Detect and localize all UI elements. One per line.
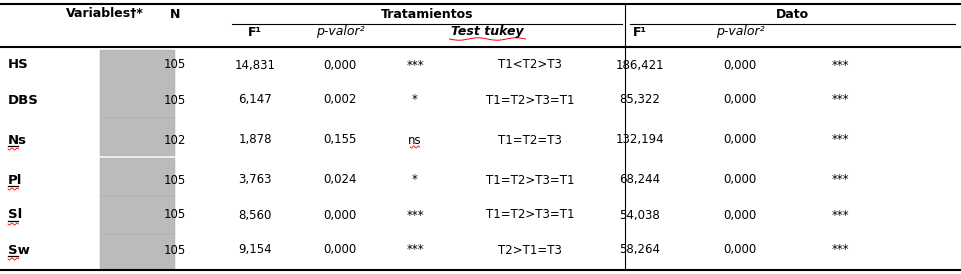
Text: HS: HS <box>8 59 29 72</box>
Text: T1=T2>T3=T1: T1=T2>T3=T1 <box>485 173 575 187</box>
Text: 0,000: 0,000 <box>724 133 756 147</box>
Text: 9,154: 9,154 <box>238 244 272 256</box>
Text: 186,421: 186,421 <box>616 59 664 72</box>
Text: 1,878: 1,878 <box>238 133 272 147</box>
Text: 54,038: 54,038 <box>620 209 660 221</box>
Text: ns: ns <box>408 133 422 147</box>
Text: ***: *** <box>831 93 849 107</box>
Text: Dato: Dato <box>776 7 809 21</box>
Text: p-valor²: p-valor² <box>315 25 364 39</box>
Text: 0,002: 0,002 <box>323 93 357 107</box>
Bar <box>100 196 175 234</box>
Text: 0,000: 0,000 <box>724 93 756 107</box>
Bar <box>100 50 175 118</box>
Text: T1=T2=T3: T1=T2=T3 <box>498 133 562 147</box>
Bar <box>100 118 175 156</box>
Text: 58,264: 58,264 <box>620 244 660 256</box>
Text: ***: *** <box>831 133 849 147</box>
Text: Sw: Sw <box>8 244 30 256</box>
Text: Sl: Sl <box>8 209 22 221</box>
Text: Test tukey: Test tukey <box>451 25 524 39</box>
Text: 85,322: 85,322 <box>620 93 660 107</box>
Text: p-valor²: p-valor² <box>716 25 764 39</box>
Text: 6,147: 6,147 <box>238 93 272 107</box>
Text: *: * <box>412 173 418 187</box>
Text: 8,560: 8,560 <box>238 209 272 221</box>
Text: 0,024: 0,024 <box>323 173 357 187</box>
Text: ***: *** <box>831 59 849 72</box>
Text: Ns: Ns <box>8 133 27 147</box>
Text: ***: *** <box>831 244 849 256</box>
Text: *: * <box>412 93 418 107</box>
Text: 0,000: 0,000 <box>724 59 756 72</box>
Text: F¹: F¹ <box>633 25 647 39</box>
Text: 102: 102 <box>163 133 186 147</box>
Text: 14,831: 14,831 <box>234 59 276 72</box>
Text: ***: *** <box>407 59 424 72</box>
Text: 0,000: 0,000 <box>724 209 756 221</box>
Text: Variables†*: Variables†* <box>66 7 144 21</box>
Text: 0,000: 0,000 <box>724 173 756 187</box>
Text: N: N <box>170 7 181 21</box>
Text: 0,000: 0,000 <box>724 244 756 256</box>
Text: ***: *** <box>831 173 849 187</box>
Bar <box>100 158 175 196</box>
Text: 105: 105 <box>164 59 186 72</box>
Text: 105: 105 <box>164 244 186 256</box>
Text: Pl: Pl <box>8 173 22 187</box>
Text: ***: *** <box>407 244 424 256</box>
Text: 68,244: 68,244 <box>620 173 660 187</box>
Text: 105: 105 <box>164 209 186 221</box>
Text: DBS: DBS <box>8 93 38 107</box>
Text: 105: 105 <box>164 93 186 107</box>
Text: 0,000: 0,000 <box>323 59 357 72</box>
Text: ***: *** <box>831 209 849 221</box>
Text: T2>T1=T3: T2>T1=T3 <box>498 244 562 256</box>
Text: ***: *** <box>407 209 424 221</box>
Text: 0,000: 0,000 <box>323 244 357 256</box>
Text: 0,155: 0,155 <box>323 133 357 147</box>
Text: 0,000: 0,000 <box>323 209 357 221</box>
Text: Tratamientos: Tratamientos <box>381 7 473 21</box>
Bar <box>100 234 175 269</box>
Text: F¹: F¹ <box>248 25 262 39</box>
Text: 132,194: 132,194 <box>616 133 664 147</box>
Text: T1=T2>T3=T1: T1=T2>T3=T1 <box>485 93 575 107</box>
Text: 3,763: 3,763 <box>238 173 272 187</box>
Text: T1=T2>T3=T1: T1=T2>T3=T1 <box>485 209 575 221</box>
Text: T1<T2>T3: T1<T2>T3 <box>498 59 562 72</box>
Text: 105: 105 <box>164 173 186 187</box>
